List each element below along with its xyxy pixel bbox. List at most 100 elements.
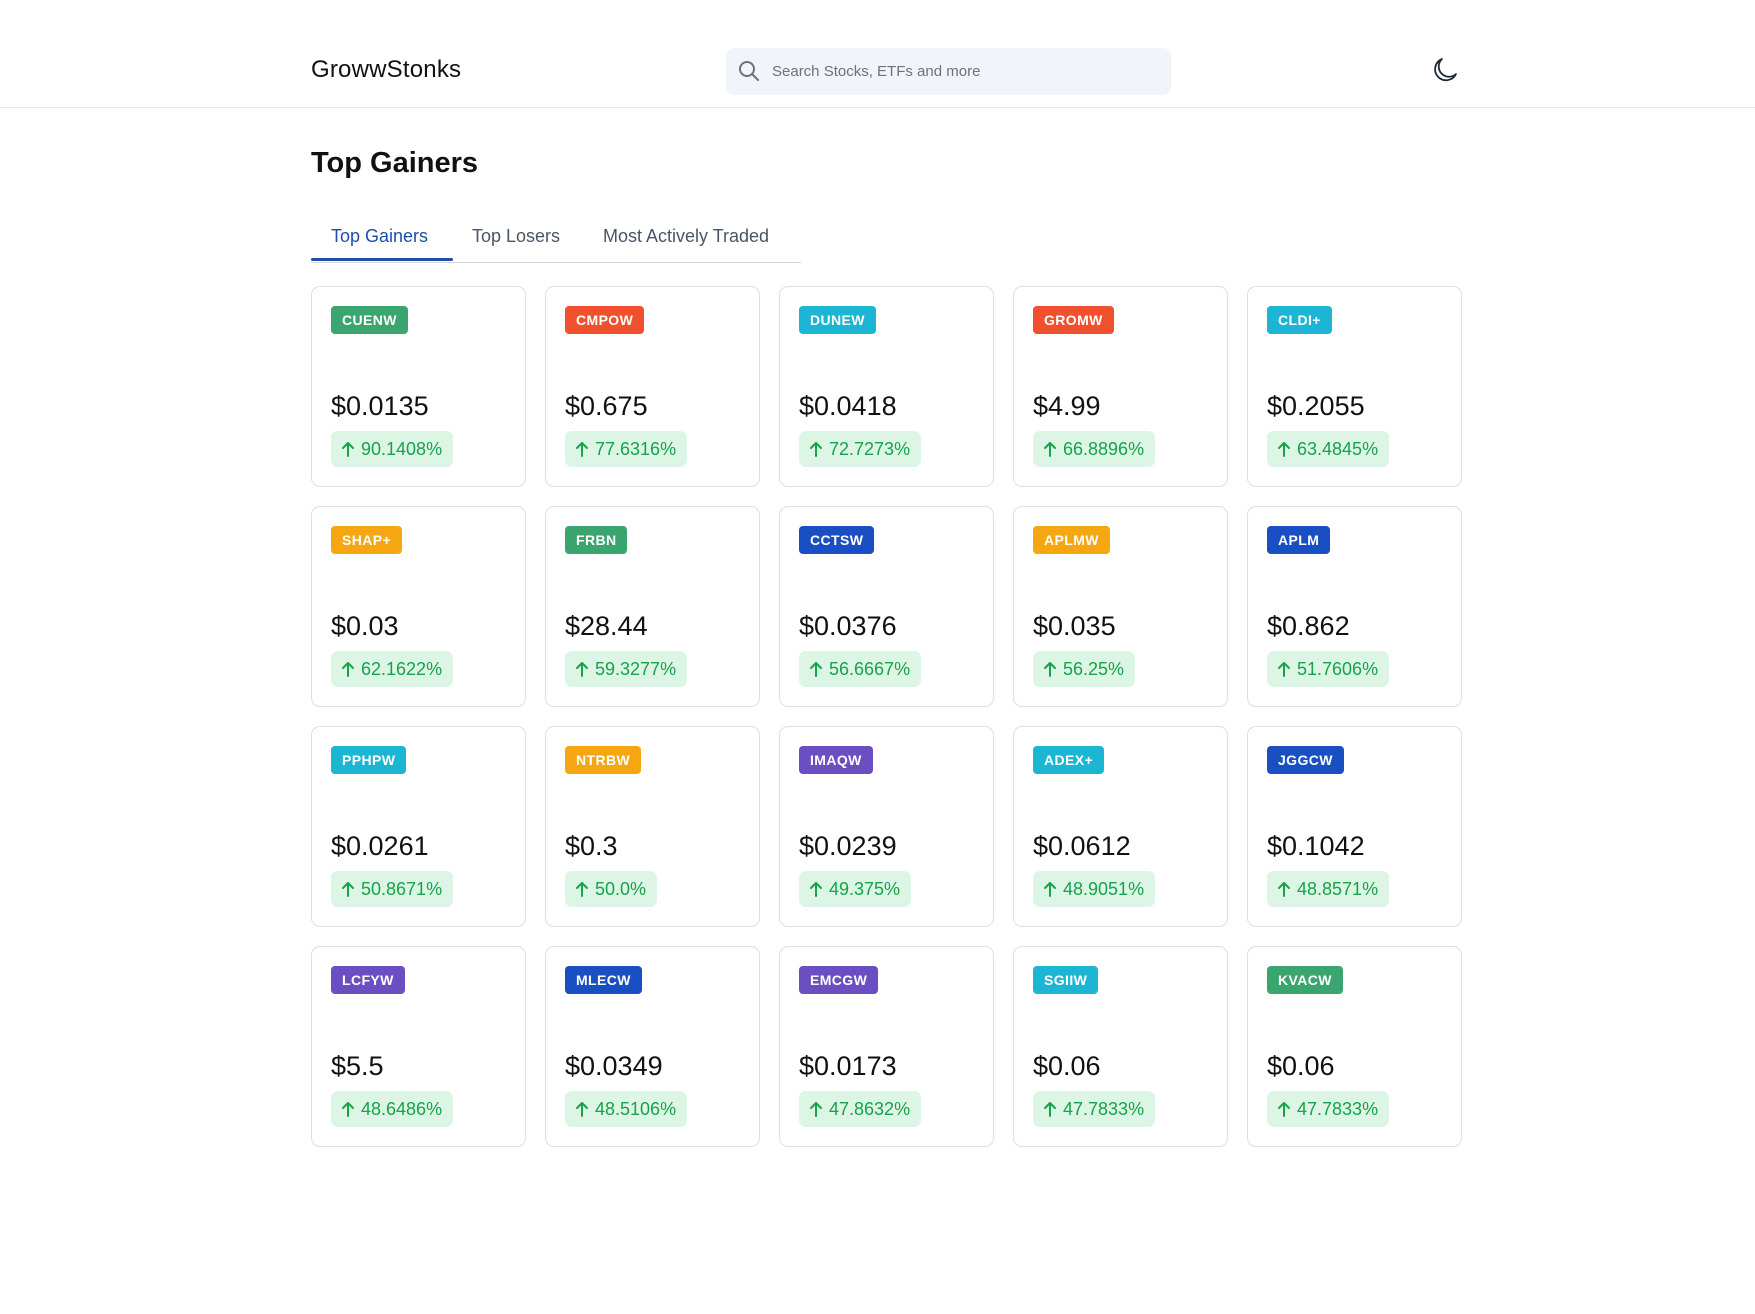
change-badge: 63.4845%: [1267, 431, 1390, 467]
stock-card[interactable]: EMCGW $0.0173 47.8632%: [779, 946, 994, 1147]
page-title: Top Gainers: [311, 147, 479, 179]
ticker-badge: MLECW: [565, 966, 642, 994]
stock-price: $0.0261: [331, 831, 429, 861]
change-badge: 48.5106%: [565, 1091, 688, 1127]
stock-card[interactable]: GROMW $4.99 66.8896%: [1013, 286, 1228, 487]
arrow-up-icon: [810, 882, 822, 897]
stock-card[interactable]: APLMW $0.035 56.25%: [1013, 506, 1228, 707]
change-percent: 77.6316%: [595, 439, 677, 459]
ticker-badge: CUENW: [331, 306, 408, 334]
tab-most-actively-traded[interactable]: Most Actively Traded: [603, 226, 770, 246]
ticker-badge: KVACW: [1267, 966, 1343, 994]
search-bar[interactable]: [726, 48, 1171, 95]
stock-card[interactable]: APLM $0.862 51.7606%: [1247, 506, 1462, 707]
change-badge: 56.25%: [1033, 651, 1136, 687]
change-percent: 48.5106%: [595, 1099, 677, 1119]
arrow-up-icon: [1278, 1102, 1290, 1117]
stock-price: $0.03: [331, 611, 399, 641]
stock-card[interactable]: IMAQW $0.0239 49.375%: [779, 726, 994, 927]
arrow-up-icon: [1044, 442, 1056, 457]
change-percent: 48.9051%: [1063, 879, 1145, 899]
change-badge: 49.375%: [799, 871, 912, 907]
stock-price: $0.2055: [1267, 391, 1365, 421]
arrow-up-icon: [342, 442, 354, 457]
change-badge: 50.0%: [565, 871, 658, 907]
stock-card[interactable]: SHAP+ $0.03 62.1622%: [311, 506, 526, 707]
ticker-badge: LCFYW: [331, 966, 405, 994]
arrow-up-icon: [1044, 662, 1056, 677]
change-percent: 47.7833%: [1297, 1099, 1379, 1119]
stock-card[interactable]: PPHPW $0.0261 50.8671%: [311, 726, 526, 927]
change-badge: 59.3277%: [565, 651, 688, 687]
arrow-up-icon: [576, 662, 588, 677]
stock-card[interactable]: NTRBW $0.3 50.0%: [545, 726, 760, 927]
change-badge: 72.7273%: [799, 431, 922, 467]
arrow-up-icon: [1278, 882, 1290, 897]
moon-icon[interactable]: [1429, 54, 1461, 86]
ticker-badge: ADEX+: [1033, 746, 1105, 774]
change-percent: 66.8896%: [1063, 439, 1145, 459]
ticker-badge: GROMW: [1033, 306, 1114, 334]
ticker-badge: EMCGW: [799, 966, 879, 994]
stock-card[interactable]: MLECW $0.0349 48.5106%: [545, 946, 760, 1147]
change-badge: 47.8632%: [799, 1091, 922, 1127]
ticker-badge: SHAP+: [331, 526, 403, 554]
stock-price: $0.0612: [1033, 831, 1131, 861]
ticker-badge: CCTSW: [799, 526, 875, 554]
stock-card[interactable]: FRBN $28.44 59.3277%: [545, 506, 760, 707]
stock-price: $0.0239: [799, 831, 897, 861]
stock-card[interactable]: DUNEW $0.0418 72.7273%: [779, 286, 994, 487]
change-percent: 72.7273%: [829, 439, 911, 459]
stock-card[interactable]: CUENW $0.0135 90.1408%: [311, 286, 526, 487]
tab-top-losers[interactable]: Top Losers: [472, 226, 561, 246]
change-percent: 47.7833%: [1063, 1099, 1145, 1119]
stock-price: $0.0418: [799, 391, 897, 421]
arrow-up-icon: [342, 882, 354, 897]
stock-card[interactable]: SGIIW $0.06 47.7833%: [1013, 946, 1228, 1147]
tab-bar: Top Gainers Top Losers Most Actively Tra…: [311, 216, 801, 263]
arrow-up-icon: [342, 1102, 354, 1117]
ticker-badge: CMPOW: [565, 306, 645, 334]
ticker-badge: CLDI+: [1267, 306, 1332, 334]
stock-card[interactable]: LCFYW $5.5 48.6486%: [311, 946, 526, 1147]
stock-card[interactable]: CCTSW $0.0376 56.6667%: [779, 506, 994, 707]
change-badge: 48.6486%: [331, 1091, 454, 1127]
stock-price: $0.1042: [1267, 831, 1365, 861]
change-percent: 63.4845%: [1297, 439, 1379, 459]
stock-price: $0.0135: [331, 391, 429, 421]
tab-top-gainers[interactable]: Top Gainers: [331, 226, 429, 246]
ticker-badge: IMAQW: [799, 746, 873, 774]
arrow-up-icon: [576, 442, 588, 457]
change-percent: 59.3277%: [595, 659, 677, 679]
arrow-up-icon: [810, 1102, 822, 1117]
ticker-badge: PPHPW: [331, 746, 407, 774]
change-badge: 47.7833%: [1267, 1091, 1390, 1127]
arrow-up-icon: [576, 882, 588, 897]
stock-price: $0.3: [565, 831, 618, 861]
logo[interactable]: GrowwStonks: [311, 56, 462, 83]
stock-price: $28.44: [565, 611, 648, 641]
active-tab-indicator: [311, 258, 453, 261]
ticker-badge: APLM: [1267, 526, 1331, 554]
arrow-up-icon: [810, 442, 822, 457]
search-input[interactable]: [772, 48, 1162, 95]
arrow-up-icon: [810, 662, 822, 677]
ticker-badge: APLMW: [1033, 526, 1110, 554]
stock-card[interactable]: CMPOW $0.675 77.6316%: [545, 286, 760, 487]
change-percent: 48.8571%: [1297, 879, 1379, 899]
change-percent: 51.7606%: [1297, 659, 1379, 679]
stock-price: $0.035: [1033, 611, 1116, 641]
stock-price: $5.5: [331, 1051, 384, 1081]
change-badge: 90.1408%: [331, 431, 454, 467]
stock-card[interactable]: KVACW $0.06 47.7833%: [1247, 946, 1462, 1147]
change-badge: 77.6316%: [565, 431, 688, 467]
ticker-badge: JGGCW: [1267, 746, 1344, 774]
ticker-badge: FRBN: [565, 526, 628, 554]
stock-card[interactable]: JGGCW $0.1042 48.8571%: [1247, 726, 1462, 927]
stock-card[interactable]: CLDI+ $0.2055 63.4845%: [1247, 286, 1462, 487]
change-percent: 90.1408%: [361, 439, 443, 459]
arrow-up-icon: [342, 662, 354, 677]
change-percent: 47.8632%: [829, 1099, 911, 1119]
change-percent: 56.6667%: [829, 659, 911, 679]
stock-card[interactable]: ADEX+ $0.0612 48.9051%: [1013, 726, 1228, 927]
